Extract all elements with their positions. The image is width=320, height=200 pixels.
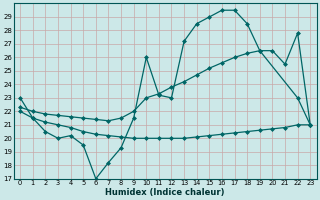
X-axis label: Humidex (Indice chaleur): Humidex (Indice chaleur)	[106, 188, 225, 197]
